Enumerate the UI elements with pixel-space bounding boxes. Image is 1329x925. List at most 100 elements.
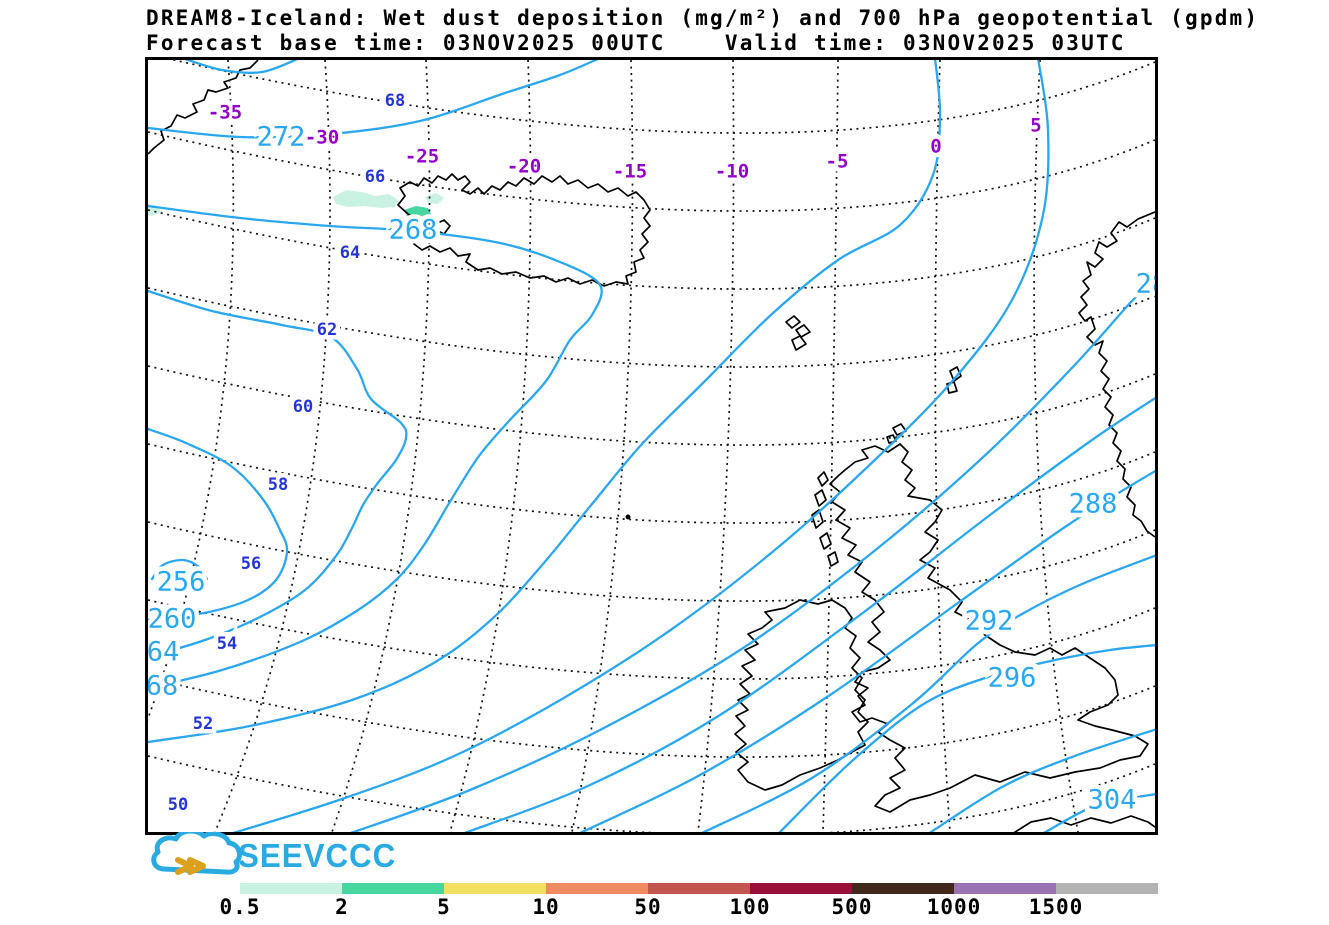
- geopotential-label-268-halo: 268: [389, 215, 438, 246]
- latitude-label-56-halo: 56: [241, 554, 261, 574]
- longitude-label--20-halo: -20: [507, 156, 541, 178]
- latitude-label-54-text: 54: [217, 634, 237, 654]
- latitude-label-52-halo: 52: [193, 714, 213, 734]
- page-subtitle: Forecast base time: 03NOV2025 00UTC Vali…: [146, 31, 1126, 55]
- longitude-label--35-halo: -35: [208, 102, 242, 124]
- longitude-label--5-text: -5: [826, 151, 849, 173]
- contour-256-gpdm: [150, 558, 209, 581]
- coast-great-britain: [829, 443, 1149, 813]
- latitude-label-60-text: 60: [293, 397, 313, 417]
- colorbar-tick-5: 5: [437, 895, 451, 919]
- deposition-colorbar: [240, 883, 1158, 894]
- coast-norway: [1078, 211, 1155, 538]
- colorbar-tick-100: 100: [729, 895, 771, 919]
- map-border: [145, 57, 1158, 835]
- contour-280-gpdm: [350, 277, 1155, 832]
- geopotential-label-68-halo: 68: [146, 671, 179, 702]
- longitude-label-5: 55: [1026, 110, 1046, 141]
- longitude-label-5-text: 5: [1030, 115, 1041, 137]
- latitude-label-68-text: 68: [385, 91, 405, 111]
- longitude-label--35-text: -35: [208, 102, 242, 124]
- colorbar-tick-0.5: 0.5: [219, 895, 261, 919]
- contour-276-gpdm: [232, 60, 1050, 832]
- geopotential-label-64-text: 64: [147, 637, 180, 668]
- colorbar-tick-50: 50: [634, 895, 662, 919]
- logo-text: SEEVCCC: [238, 837, 397, 874]
- parallel-line: [148, 209, 1155, 290]
- longitude-label-0: 00: [926, 131, 946, 162]
- latitude-label-52-text: 52: [193, 714, 213, 734]
- latitude-label-60-halo: 60: [293, 397, 313, 417]
- geopotential-label-260-halo: 260: [148, 604, 197, 635]
- contour-288-gpdm: [579, 469, 1155, 832]
- parallel-line: [148, 365, 1155, 446]
- chart-title-block: DREAM8-Iceland: Wet dust deposition (mg/…: [146, 6, 1259, 56]
- geopotential-label-296-halo: 296: [988, 663, 1037, 694]
- contour-276-gpdm: [184, 60, 299, 75]
- graticule: [148, 60, 1155, 832]
- parallel-line: [148, 131, 1155, 212]
- colorbar-segment-5: [750, 883, 852, 894]
- longitude-label--15-halo: -15: [613, 161, 647, 183]
- page-title: DREAM8-Iceland: Wet dust deposition (mg/…: [146, 6, 1260, 30]
- coast-hebrides: [814, 489, 827, 507]
- colorbar-segment-4: [648, 883, 750, 894]
- colorbar-segment-0: [240, 883, 342, 894]
- colorbar-segment-7: [954, 883, 1056, 894]
- coast-france: [1013, 815, 1155, 832]
- meridian-line: [214, 60, 331, 832]
- geopotential-label-292-halo: 292: [965, 606, 1014, 637]
- coast-faroe-islands: [795, 324, 811, 338]
- contour-304-gpdm: [1043, 793, 1155, 832]
- parallel-line: [148, 443, 1155, 524]
- map-area: 2722722682682562562602606464686828028028…: [145, 57, 1161, 838]
- geopotential-label-304-text: 304: [1088, 785, 1137, 816]
- longitude-label--25-halo: -25: [405, 146, 439, 168]
- parallel-line: [148, 755, 1155, 832]
- contour-map: 2722722682682562562602606464686828028028…: [145, 57, 1161, 835]
- contour-284-gpdm: [464, 396, 1155, 832]
- parallel-line: [148, 677, 1155, 758]
- colorbar-tick-500: 500: [831, 895, 873, 919]
- longitude-label--30: -30-30: [300, 122, 343, 153]
- latitude-label-64-text: 64: [340, 243, 360, 263]
- geopotential-label-256-halo: 256: [157, 567, 206, 598]
- latitude-label-66-text: 66: [365, 167, 385, 187]
- longitude-label-0-text: 0: [930, 136, 941, 158]
- latitude-label-58-halo: 58: [268, 475, 288, 495]
- coast-greenland: [148, 60, 259, 155]
- latitude-label-62-halo: 62: [317, 320, 337, 340]
- longitude-label--30-halo: -30: [305, 127, 339, 149]
- meridian-line: [822, 60, 839, 832]
- contour-292-gpdm: [701, 554, 1155, 832]
- coast-shetland: [949, 366, 962, 382]
- geopotential-label-280-text: 280: [1136, 269, 1161, 300]
- latitude-label-64-halo: 64: [340, 243, 360, 263]
- dust-patch-0.5-2: [333, 190, 398, 208]
- contour-272-gpdm: [148, 60, 599, 139]
- longitude-label--30-text: -30: [305, 127, 339, 149]
- longitude-label--25: -25-25: [400, 141, 443, 172]
- geopotential-label-268-text: 268: [389, 215, 438, 246]
- contour-272-gpdm: [148, 60, 942, 744]
- longitude-label--10-halo: -10: [715, 161, 749, 183]
- parallel-line: [170, 60, 1155, 134]
- cloud-icon: [151, 828, 242, 875]
- geopotential-label-292-text: 292: [965, 606, 1014, 637]
- longitude-label--10-text: -10: [715, 161, 749, 183]
- latitude-label-56-text: 56: [241, 554, 261, 574]
- longitude-label--35: -35-35: [203, 97, 246, 128]
- longitude-label--15: -15-15: [608, 156, 651, 187]
- coast-faroe-islands: [785, 315, 801, 329]
